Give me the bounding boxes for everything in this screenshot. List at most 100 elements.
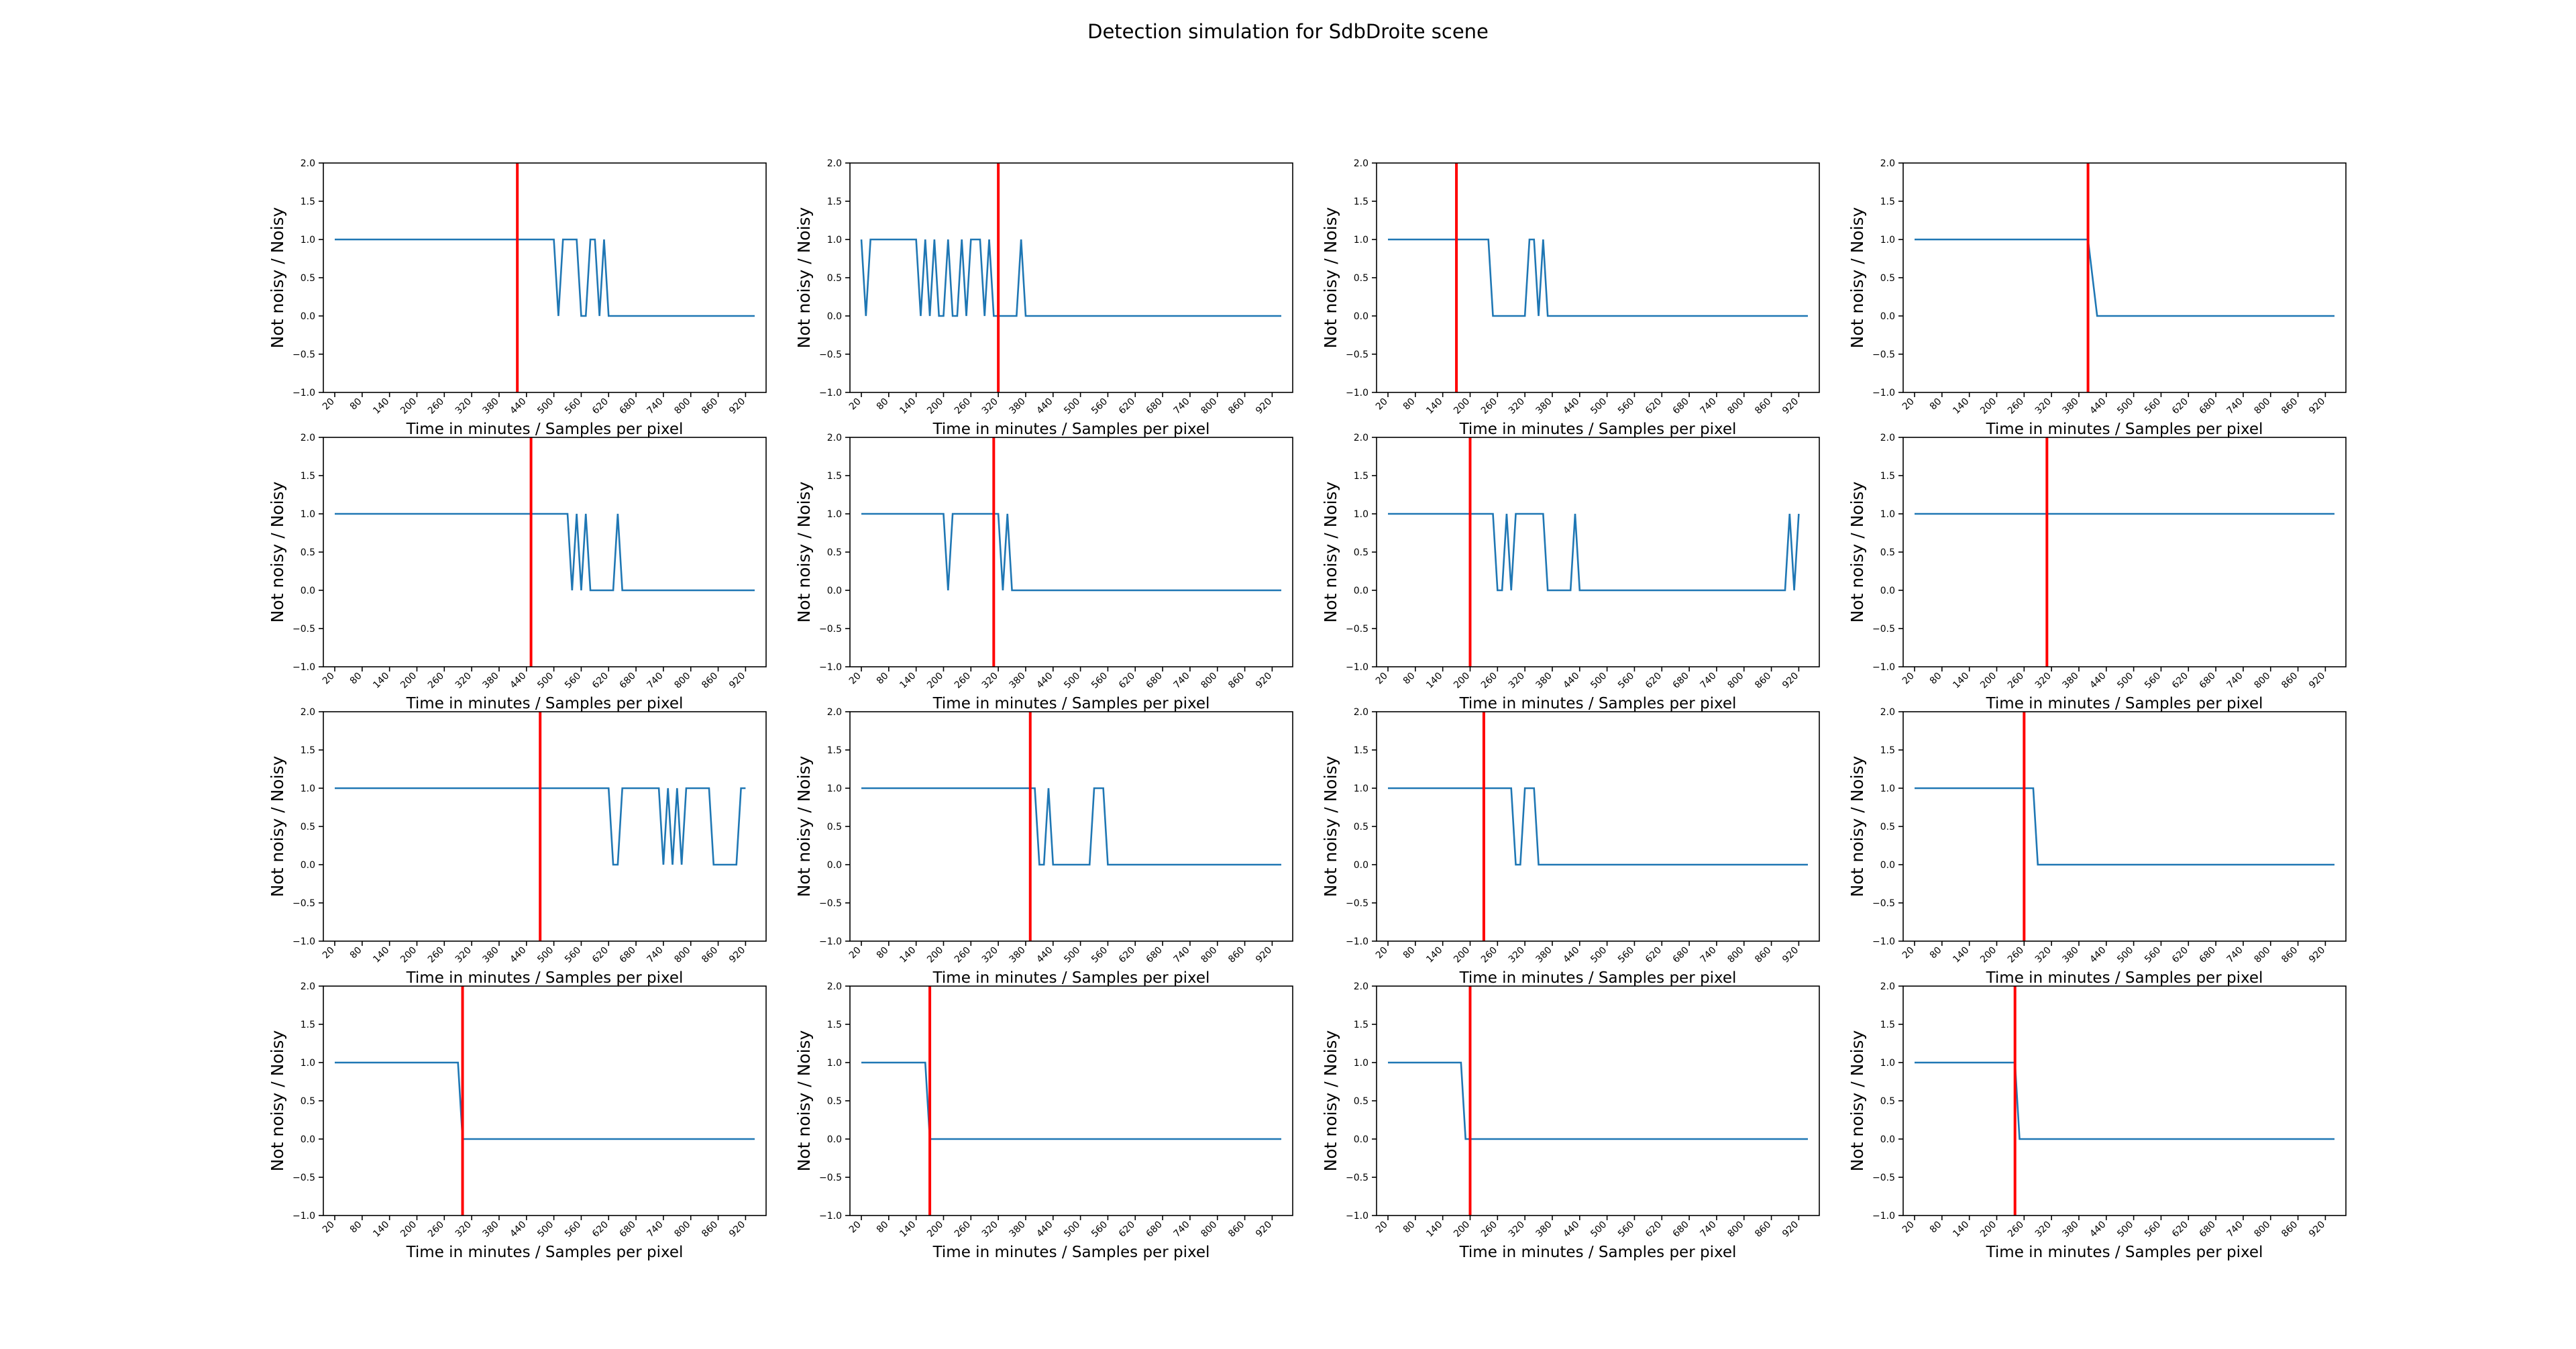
x-tick-label: 620	[2170, 396, 2190, 417]
y-tick-label: −1.0	[1872, 388, 1895, 398]
x-tick-label: 440	[2088, 396, 2108, 417]
x-tick-label: 860	[2279, 1220, 2300, 1240]
detection-series-line	[335, 787, 746, 866]
detection-series-line	[860, 238, 1281, 317]
x-tick-label: 380	[1008, 396, 1028, 417]
x-tick-label: 380	[1008, 1220, 1028, 1240]
x-tick-label: 800	[1725, 1220, 1746, 1240]
y-tick-label: 1.5	[827, 745, 842, 756]
x-tick-label: 620	[1644, 671, 1664, 691]
x-tick-label: 680	[618, 945, 638, 965]
x-tick-label: 80	[875, 671, 891, 687]
x-tick-label: 380	[481, 396, 501, 417]
y-tick-label: −1.0	[1346, 936, 1368, 947]
y-tick-label: 0.5	[301, 1096, 315, 1107]
y-tick-label: 2.0	[1354, 981, 1368, 992]
x-tick-label: 20	[847, 1220, 863, 1236]
x-tick-label: 620	[590, 1220, 610, 1240]
y-tick-label: 2.0	[1354, 433, 1368, 443]
x-tick-label: 440	[1561, 396, 1581, 417]
x-tick-label: 260	[2006, 945, 2026, 965]
x-tick-label: 80	[1928, 396, 1944, 413]
y-tick-label: 0.5	[827, 822, 842, 832]
y-tick-label: 1.5	[301, 471, 315, 482]
x-tick-label: 740	[2225, 945, 2245, 965]
x-tick-label: 260	[426, 945, 446, 965]
x-tick-label: 80	[1928, 671, 1944, 687]
x-tick-label: 500	[535, 1220, 555, 1240]
x-tick-label: 800	[1725, 671, 1746, 691]
y-axis-label: Not noisy / Noisy	[1847, 481, 1867, 623]
x-tick-label: 860	[2279, 671, 2300, 691]
y-tick-label: −1.0	[292, 1211, 315, 1222]
x-tick-label: 860	[1226, 1220, 1246, 1240]
subplot: −1.0 −0.5 0.0 0.5 1.0 1.5 2.0 20 80 140 200 260 320 3…	[268, 158, 767, 438]
x-tick-label: 560	[1089, 396, 1110, 417]
x-tick-label: 920	[727, 1220, 747, 1240]
x-tick-label: 740	[2225, 1220, 2245, 1240]
x-tick-label: 80	[348, 396, 364, 413]
x-tick-label: 920	[1780, 671, 1801, 691]
x-tick-label: 860	[1753, 1220, 1773, 1240]
x-tick-label: 200	[1978, 945, 1998, 965]
x-tick-label: 620	[2170, 1220, 2190, 1240]
x-tick-label: 380	[481, 945, 501, 965]
y-tick-label: 1.0	[1354, 1058, 1368, 1069]
y-tick-label: 1.0	[1880, 1058, 1895, 1069]
x-tick-label: 140	[1424, 945, 1444, 965]
detection-series-line	[1388, 1061, 1808, 1140]
y-tick-label: −1.0	[819, 388, 842, 398]
x-tick-label: 440	[508, 945, 528, 965]
y-axis-label: Not noisy / Noisy	[1321, 755, 1340, 897]
x-tick-label: 920	[1780, 396, 1801, 417]
y-tick-label: −1.0	[292, 936, 315, 947]
axes-frame	[323, 162, 767, 393]
x-axis-label: Time in minutes / Samples per pixel	[1459, 969, 1737, 987]
subplot: −1.0 −0.5 0.0 0.5 1.0 1.5 2.0 20 80 140 200 260 320 3…	[1321, 158, 1820, 438]
x-tick-label: 440	[2088, 1220, 2108, 1240]
y-tick-label: −0.5	[819, 349, 842, 360]
y-axis-label: Not noisy / Noisy	[794, 207, 814, 348]
x-tick-label: 560	[1089, 1220, 1110, 1240]
y-tick-label: −1.0	[292, 662, 315, 673]
axes-frame	[849, 437, 1293, 667]
y-tick-label: −0.5	[1346, 624, 1368, 635]
y-axis-label: Not noisy / Noisy	[268, 755, 287, 897]
x-tick-label: 440	[2088, 671, 2108, 691]
x-tick-label: 260	[1479, 1220, 1499, 1240]
y-tick-label: −1.0	[1346, 662, 1368, 673]
x-tick-label: 260	[953, 945, 973, 965]
x-tick-label: 20	[1374, 945, 1390, 961]
x-tick-label: 20	[321, 945, 337, 961]
x-tick-label: 140	[898, 945, 918, 965]
x-tick-label: 560	[1089, 671, 1110, 691]
axes-frame	[849, 985, 1293, 1216]
x-tick-label: 380	[1534, 1220, 1554, 1240]
x-tick-label: 680	[1671, 671, 1691, 691]
y-tick-label: 1.0	[301, 509, 315, 520]
x-tick-label: 740	[1699, 396, 1719, 417]
subplot: −1.0 −0.5 0.0 0.5 1.0 1.5 2.0 20 80 140 200 260 320 3…	[1847, 433, 2347, 712]
x-tick-label: 80	[348, 671, 364, 687]
subplot: −1.0 −0.5 0.0 0.5 1.0 1.5 2.0 20 80 140 200 260 320 3…	[1321, 707, 1820, 987]
detection-series-line	[1388, 512, 1800, 592]
x-tick-label: 860	[1226, 671, 1246, 691]
x-tick-label: 20	[847, 945, 863, 961]
x-tick-label: 560	[563, 671, 583, 691]
x-tick-label: 200	[1452, 671, 1472, 691]
x-tick-label: 440	[1561, 1220, 1581, 1240]
x-tick-label: 380	[1534, 396, 1554, 417]
detection-series-line	[335, 238, 755, 317]
x-tick-label: 200	[1452, 1220, 1472, 1240]
x-tick-label: 80	[875, 1220, 891, 1236]
x-tick-label: 200	[1978, 396, 1998, 417]
x-tick-label: 680	[1144, 671, 1165, 691]
x-tick-label: 800	[1199, 671, 1219, 691]
y-tick-label: 1.0	[827, 784, 842, 794]
x-tick-label: 200	[925, 1220, 945, 1240]
x-tick-label: 320	[980, 945, 1000, 965]
x-tick-label: 560	[563, 945, 583, 965]
x-tick-label: 800	[1199, 396, 1219, 417]
x-tick-label: 20	[847, 671, 863, 687]
x-tick-label: 140	[898, 1220, 918, 1240]
